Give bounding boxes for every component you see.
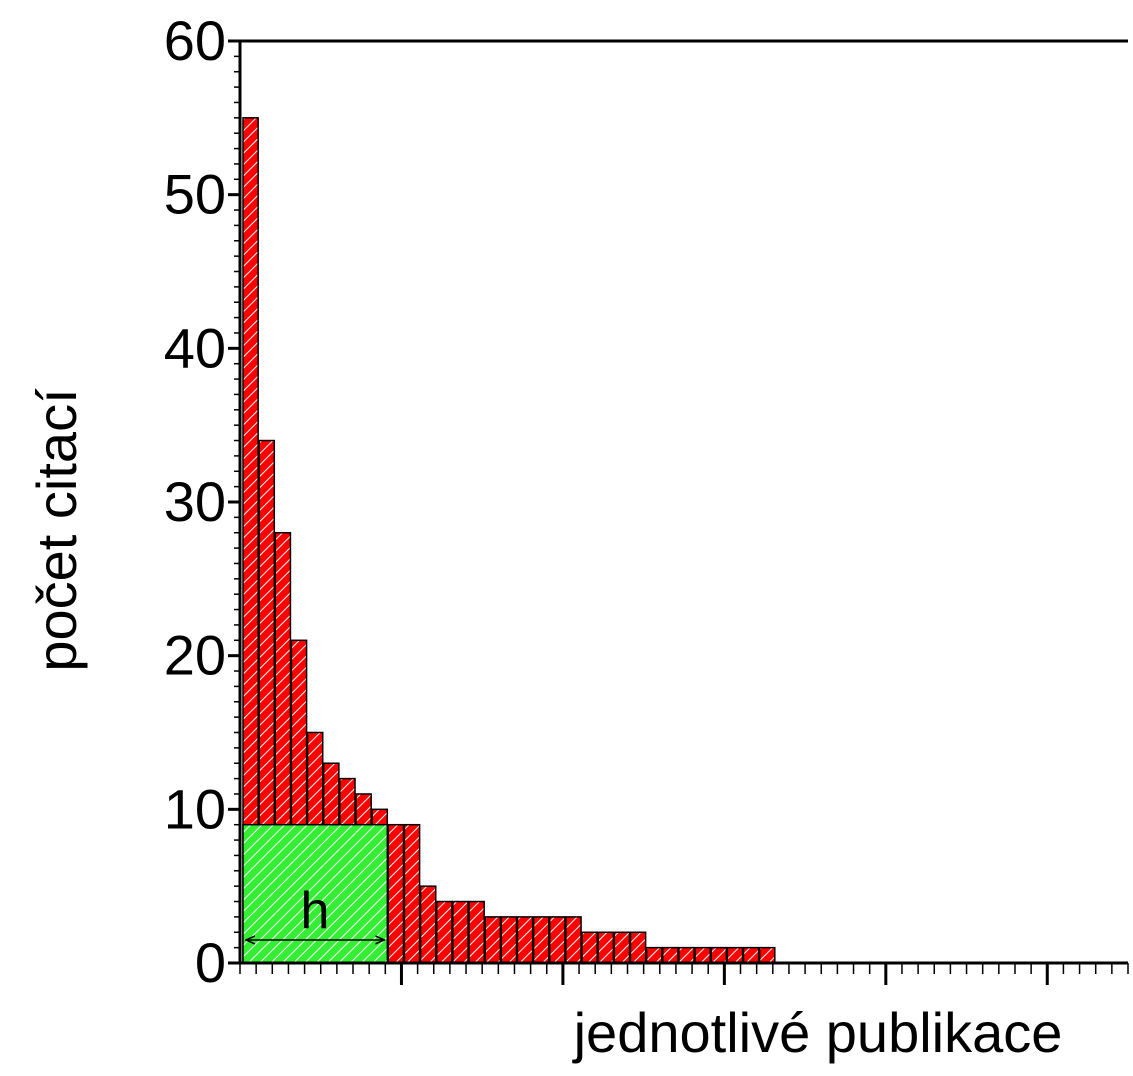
bar — [597, 931, 615, 964]
bar — [565, 916, 582, 964]
bar — [516, 916, 534, 964]
bar — [710, 946, 728, 964]
y-tick-label: 10 — [164, 777, 226, 840]
bar — [387, 823, 405, 964]
bar — [549, 916, 566, 964]
bar — [532, 916, 550, 964]
bar — [678, 946, 695, 964]
bar — [758, 946, 776, 964]
bar — [645, 946, 663, 964]
h-index-label: h — [301, 882, 330, 940]
bar — [694, 946, 711, 964]
bar — [419, 885, 437, 964]
bar — [468, 900, 485, 964]
y-tick-label: 0 — [195, 931, 226, 994]
bar — [500, 916, 518, 964]
bar — [726, 946, 744, 964]
y-tick-label: 50 — [164, 163, 226, 226]
labels-group: jednotlivé publikace počet citací h — [25, 388, 1062, 1064]
bar — [403, 823, 421, 964]
ticks-group: 0 10 20 30 40 50 60 — [164, 9, 1129, 994]
bar — [581, 931, 598, 964]
bar — [452, 900, 469, 964]
y-tick-label: 30 — [164, 470, 226, 533]
bar — [629, 931, 647, 964]
bar — [435, 900, 453, 964]
y-tick-label: 40 — [164, 316, 226, 379]
bar — [484, 916, 502, 964]
y-axis-label: počet citací — [25, 388, 88, 672]
y-tick-label: 20 — [164, 624, 226, 687]
x-axis-label: jednotlivé publikace — [572, 1001, 1063, 1064]
bar — [742, 946, 760, 964]
y-tick-label: 60 — [164, 9, 226, 72]
bar — [613, 931, 631, 964]
bar — [662, 946, 679, 964]
